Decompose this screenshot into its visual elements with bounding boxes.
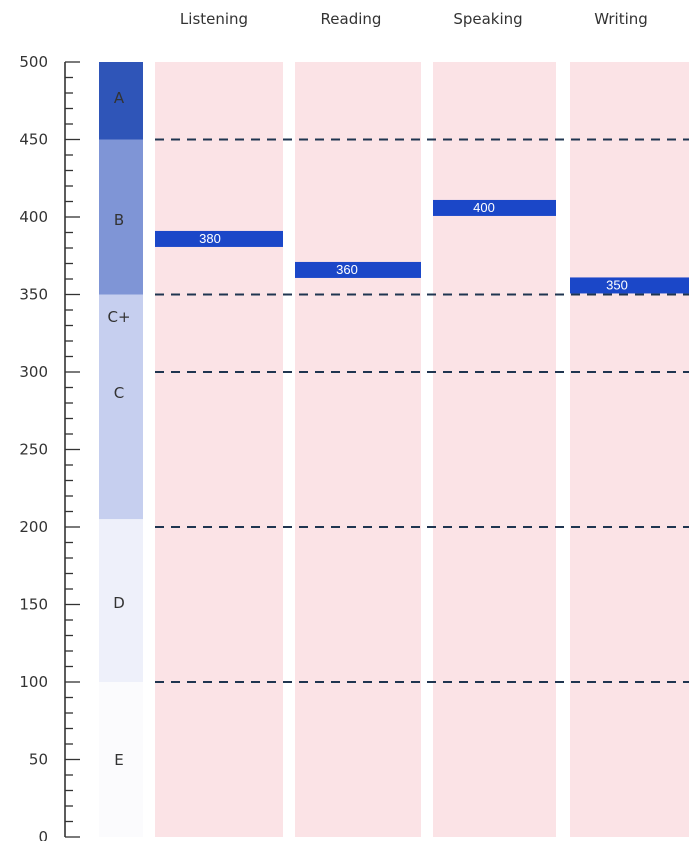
column-headers: Listening Reading Speaking Writing [180, 10, 648, 28]
score-bars: 380 360 400 350 [155, 199, 689, 294]
grade-band-5 [99, 682, 143, 837]
column-header: Reading [321, 10, 382, 28]
score-bar-speaking [433, 199, 556, 216]
y-tick-label: 50 [29, 751, 48, 769]
y-tick-label: 400 [19, 208, 48, 226]
y-tick-label: 300 [19, 363, 48, 381]
y-tick-label: 450 [19, 131, 48, 149]
y-tick-label: 150 [19, 596, 48, 614]
column-header: Writing [594, 10, 648, 28]
grade-band-label: C [114, 384, 124, 402]
y-tick-label: 500 [19, 53, 48, 71]
y-tick-label: 0 [38, 828, 48, 841]
grade-band-label: C+ [107, 308, 130, 326]
y-tick-label: 350 [19, 286, 48, 304]
grade-band-1 [99, 139, 143, 295]
grade-band-label: E [114, 751, 123, 769]
column-backgrounds [155, 62, 689, 837]
y-tick-label: 100 [19, 673, 48, 691]
score-value-label: 380 [199, 231, 221, 246]
column-bg-3 [570, 62, 689, 837]
grade-band-3 [99, 372, 143, 520]
y-axis: 0 50 100 150 200 250 300 350 400 450 500 [19, 53, 80, 841]
score-bar-listening [155, 230, 283, 247]
score-value-label: 350 [606, 277, 628, 292]
column-bg-0 [155, 62, 283, 837]
grade-band-label: A [114, 89, 125, 107]
y-tick-label: 250 [19, 441, 48, 459]
reference-lines [155, 138, 689, 683]
grade-band-4 [99, 519, 143, 682]
y-tick-label: 200 [19, 518, 48, 536]
grade-band-label: B [114, 211, 124, 229]
grade-band-label: D [113, 594, 125, 612]
score-value-label: 360 [336, 262, 358, 277]
column-bg-2 [433, 62, 556, 837]
score-bar-writing [570, 277, 689, 294]
score-value-label: 400 [473, 200, 495, 215]
column-header: Listening [180, 10, 248, 28]
grade-band-strip: A B C+ C D E [99, 62, 143, 837]
grade-band-0 [99, 62, 143, 140]
grade-band-2 [99, 294, 143, 372]
column-bg-1 [295, 62, 421, 837]
score-bar-reading [295, 261, 421, 278]
column-header: Speaking [453, 10, 522, 28]
